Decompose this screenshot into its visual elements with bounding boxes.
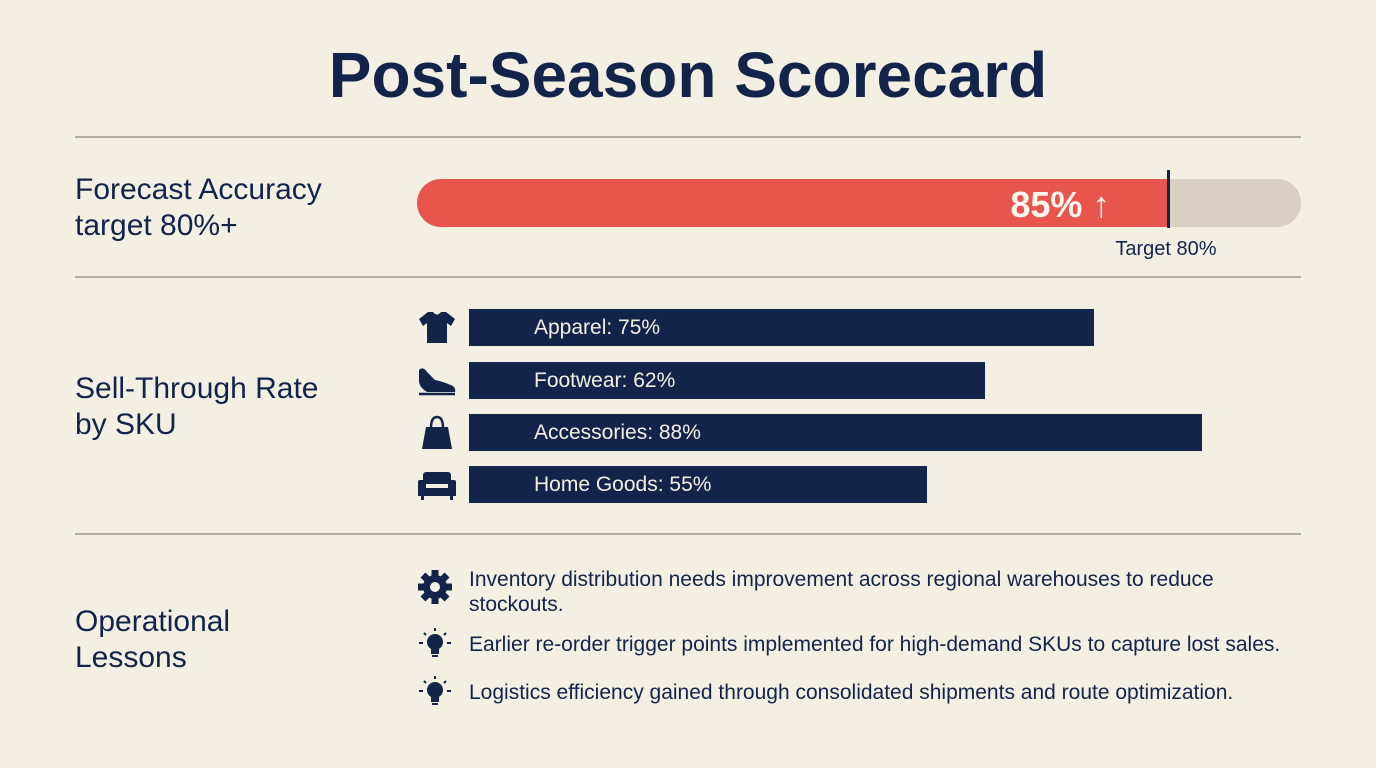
lesson-text: Earlier re-order trigger points implemen… [469,633,1281,656]
sku-bar-label: Apparel: 75% [534,316,661,339]
lessons-label: Operational Lessons [75,604,230,676]
gear-icon [418,570,452,604]
lessons-title: Operational [75,605,231,638]
t-shirt-icon [419,312,455,343]
forecast-title: Forecast Accuracy [75,173,322,206]
lightbulb-icon [419,628,451,657]
lesson-text: Logistics efficiency gained through cons… [469,681,1234,704]
sell-through-title: Sell-Through Rate [75,372,319,405]
sku-bar: Home Goods: 55% [469,466,928,503]
lightbulb-icon [419,676,451,705]
lesson-text: Inventory distribution needs improvement… [469,568,1214,616]
shoe-icon [419,368,456,396]
sku-bar: Apparel: 75% [469,309,1094,346]
sku-bar-label: Footwear: 62% [534,369,676,392]
lessons-subtitle: Lessons [75,641,187,674]
sku-bar-label: Accessories: 88% [534,421,701,444]
sell-through-label: Sell-Through Rate by SKU [75,371,318,443]
divider [75,276,1301,278]
forecast-label: Forecast Accuracy target 80%+ [75,172,322,244]
page-title: Post-Season Scorecard [328,39,1048,111]
divider [75,136,1301,138]
forecast-fill: 85% ↑ [417,179,1169,227]
forecast-progress-bar: 85% ↑ [417,170,1301,228]
divider [75,533,1301,535]
sell-through-subtitle: by SKU [75,408,177,441]
sku-bar: Accessories: 88% [469,414,1203,451]
sofa-icon [418,472,456,500]
sku-bar-label: Home Goods: 55% [534,473,712,496]
target-marker [1167,170,1171,228]
forecast-value: 85% ↑ [1010,184,1111,225]
sku-bar: Footwear: 62% [469,362,986,399]
target-label: Target 80% [1115,238,1217,260]
forecast-subtitle: target 80%+ [75,209,238,242]
handbag-icon [422,415,452,449]
